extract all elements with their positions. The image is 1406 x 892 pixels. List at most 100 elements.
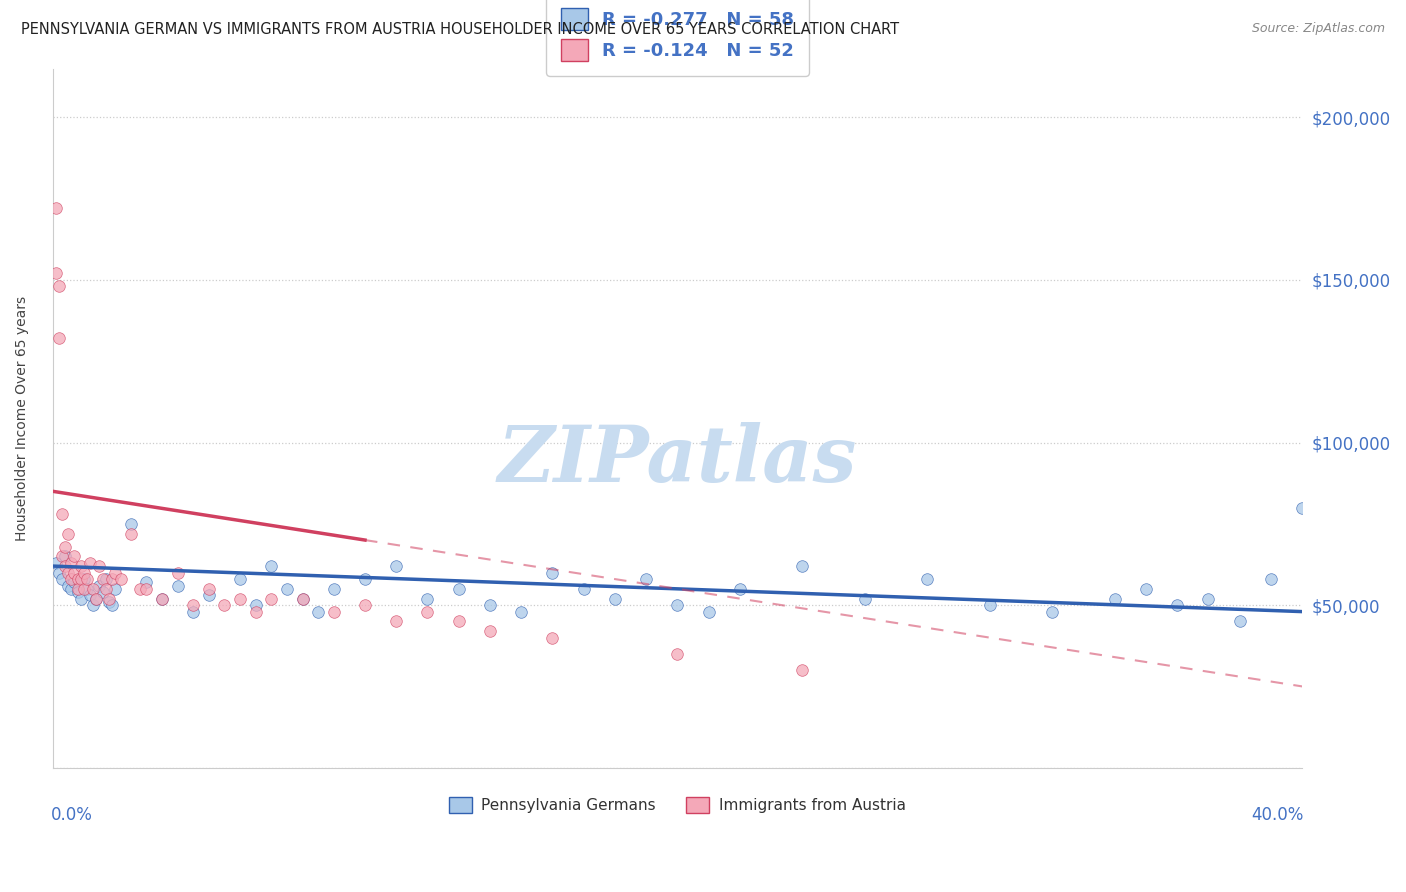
Point <box>66 585 89 599</box>
Point <box>79 556 101 570</box>
Point <box>354 572 377 586</box>
Point <box>129 582 152 596</box>
Point <box>48 331 70 345</box>
Point <box>97 591 120 606</box>
Point <box>307 605 329 619</box>
Point <box>150 591 173 606</box>
Point <box>69 591 91 606</box>
Point <box>48 566 70 580</box>
Point <box>79 588 101 602</box>
Point <box>73 566 96 580</box>
Point <box>322 605 344 619</box>
Point <box>66 582 89 596</box>
Point <box>416 605 439 619</box>
Point <box>53 540 76 554</box>
Point <box>63 575 86 590</box>
Point <box>1229 615 1251 629</box>
Point <box>697 605 720 619</box>
Point <box>1260 572 1282 586</box>
Point <box>101 598 124 612</box>
Point <box>792 559 814 574</box>
Point <box>58 578 80 592</box>
Point <box>58 566 80 580</box>
Point <box>73 582 96 596</box>
Point <box>66 572 89 586</box>
Point <box>82 582 104 596</box>
Point <box>181 598 204 612</box>
Point <box>1104 591 1126 606</box>
Point <box>276 582 298 596</box>
Point <box>48 279 70 293</box>
Point <box>291 591 314 606</box>
Point <box>447 615 470 629</box>
Point <box>86 591 108 606</box>
Point <box>666 598 689 612</box>
Point <box>63 566 86 580</box>
Point <box>51 549 73 564</box>
Point <box>291 591 314 606</box>
Point <box>636 572 658 586</box>
Point <box>214 598 236 612</box>
Point <box>94 572 117 586</box>
Point <box>416 591 439 606</box>
Point <box>853 591 876 606</box>
Point <box>245 605 267 619</box>
Point <box>51 572 73 586</box>
Point <box>73 572 96 586</box>
Point <box>666 647 689 661</box>
Point <box>104 566 127 580</box>
Point <box>260 559 283 574</box>
Text: PENNSYLVANIA GERMAN VS IMMIGRANTS FROM AUSTRIA HOUSEHOLDER INCOME OVER 65 YEARS : PENNSYLVANIA GERMAN VS IMMIGRANTS FROM A… <box>21 22 900 37</box>
Point <box>120 526 142 541</box>
Point <box>76 582 98 596</box>
Point <box>229 572 252 586</box>
Point <box>572 582 595 596</box>
Point <box>91 572 114 586</box>
Point <box>478 598 501 612</box>
Point <box>91 585 114 599</box>
Point <box>51 507 73 521</box>
Point <box>354 598 377 612</box>
Point <box>76 572 98 586</box>
Point <box>60 572 83 586</box>
Point <box>120 516 142 531</box>
Text: Source: ZipAtlas.com: Source: ZipAtlas.com <box>1251 22 1385 36</box>
Point <box>45 266 67 280</box>
Text: 40.0%: 40.0% <box>1251 806 1303 824</box>
Point <box>60 556 83 570</box>
Point <box>1291 500 1313 515</box>
Point <box>110 572 132 586</box>
Text: 0.0%: 0.0% <box>52 806 93 824</box>
Point <box>322 582 344 596</box>
Point <box>69 572 91 586</box>
Point <box>603 591 626 606</box>
Point <box>229 591 252 606</box>
Point <box>86 591 108 606</box>
Legend: Pennsylvania Germans, Immigrants from Austria: Pennsylvania Germans, Immigrants from Au… <box>443 791 911 820</box>
Point <box>541 566 564 580</box>
Point <box>63 549 86 564</box>
Point <box>447 582 470 596</box>
Point <box>728 582 751 596</box>
Point <box>166 566 188 580</box>
Point <box>135 582 157 596</box>
Point <box>541 631 564 645</box>
Point <box>917 572 939 586</box>
Point <box>89 578 111 592</box>
Point <box>45 556 67 570</box>
Point <box>89 559 111 574</box>
Point <box>101 572 124 586</box>
Text: ZIPatlas: ZIPatlas <box>498 422 858 499</box>
Y-axis label: Householder Income Over 65 years: Householder Income Over 65 years <box>15 295 30 541</box>
Point <box>245 598 267 612</box>
Point <box>104 582 127 596</box>
Point <box>58 526 80 541</box>
Point <box>260 591 283 606</box>
Point <box>82 598 104 612</box>
Point <box>478 624 501 639</box>
Point <box>1135 582 1157 596</box>
Point <box>385 559 408 574</box>
Point <box>94 582 117 596</box>
Point <box>979 598 1001 612</box>
Point <box>1040 605 1063 619</box>
